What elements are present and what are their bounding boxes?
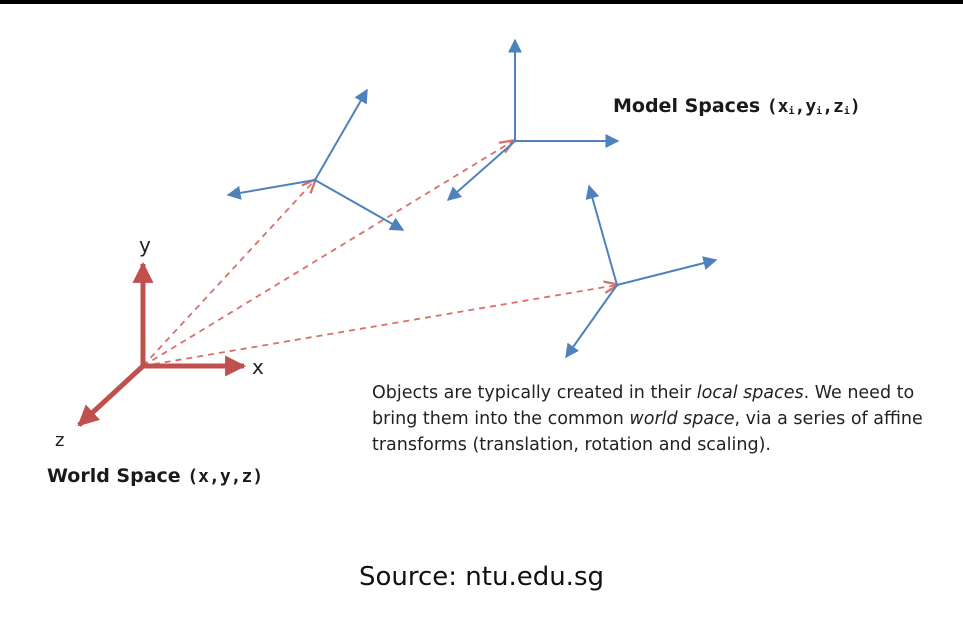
source-credit: Source: ntu.edu.sg bbox=[358, 562, 605, 592]
transform-arrows bbox=[142, 141, 617, 367]
model-space-3-axes bbox=[565, 184, 718, 359]
world-space-label: World Space (x,y,z) bbox=[47, 465, 263, 487]
model-space-2-axes bbox=[446, 38, 620, 201]
model-3-down-axis bbox=[565, 284, 618, 359]
world-axis-x-label: x bbox=[252, 355, 264, 379]
transform-arrow-1 bbox=[142, 180, 315, 367]
transform-arrow-3 bbox=[142, 285, 617, 367]
caption-emphasis-world: world space bbox=[629, 409, 735, 429]
model-2-diag-axis bbox=[446, 140, 516, 201]
model-1-left-axis bbox=[226, 179, 316, 200]
world-axis-y-label: y bbox=[139, 233, 151, 257]
model-1-up-axis bbox=[314, 88, 368, 181]
world-z-axis bbox=[77, 364, 145, 427]
model-spaces-coords: (xi,yi,zi) bbox=[766, 96, 861, 117]
model-space-1-axes bbox=[226, 88, 405, 231]
world-space-axes bbox=[77, 261, 247, 427]
model-3-up-axis bbox=[585, 184, 618, 286]
model-1-down-axis bbox=[314, 179, 405, 231]
top-border bbox=[0, 0, 963, 4]
model-spaces-name: Model Spaces bbox=[613, 95, 761, 117]
caption-emphasis-local: local spaces bbox=[696, 383, 804, 403]
world-space-name: World Space bbox=[47, 465, 181, 487]
world-axis-z-label: z bbox=[55, 430, 64, 451]
caption-text: Objects are typically created in their l… bbox=[372, 383, 923, 455]
transform-arrow-2 bbox=[142, 141, 513, 367]
model-3-right-axis bbox=[616, 256, 718, 286]
world-space-coords: (x,y,z) bbox=[187, 466, 264, 487]
model-spaces-label: Model Spaces (xi,yi,zi) bbox=[613, 95, 861, 117]
